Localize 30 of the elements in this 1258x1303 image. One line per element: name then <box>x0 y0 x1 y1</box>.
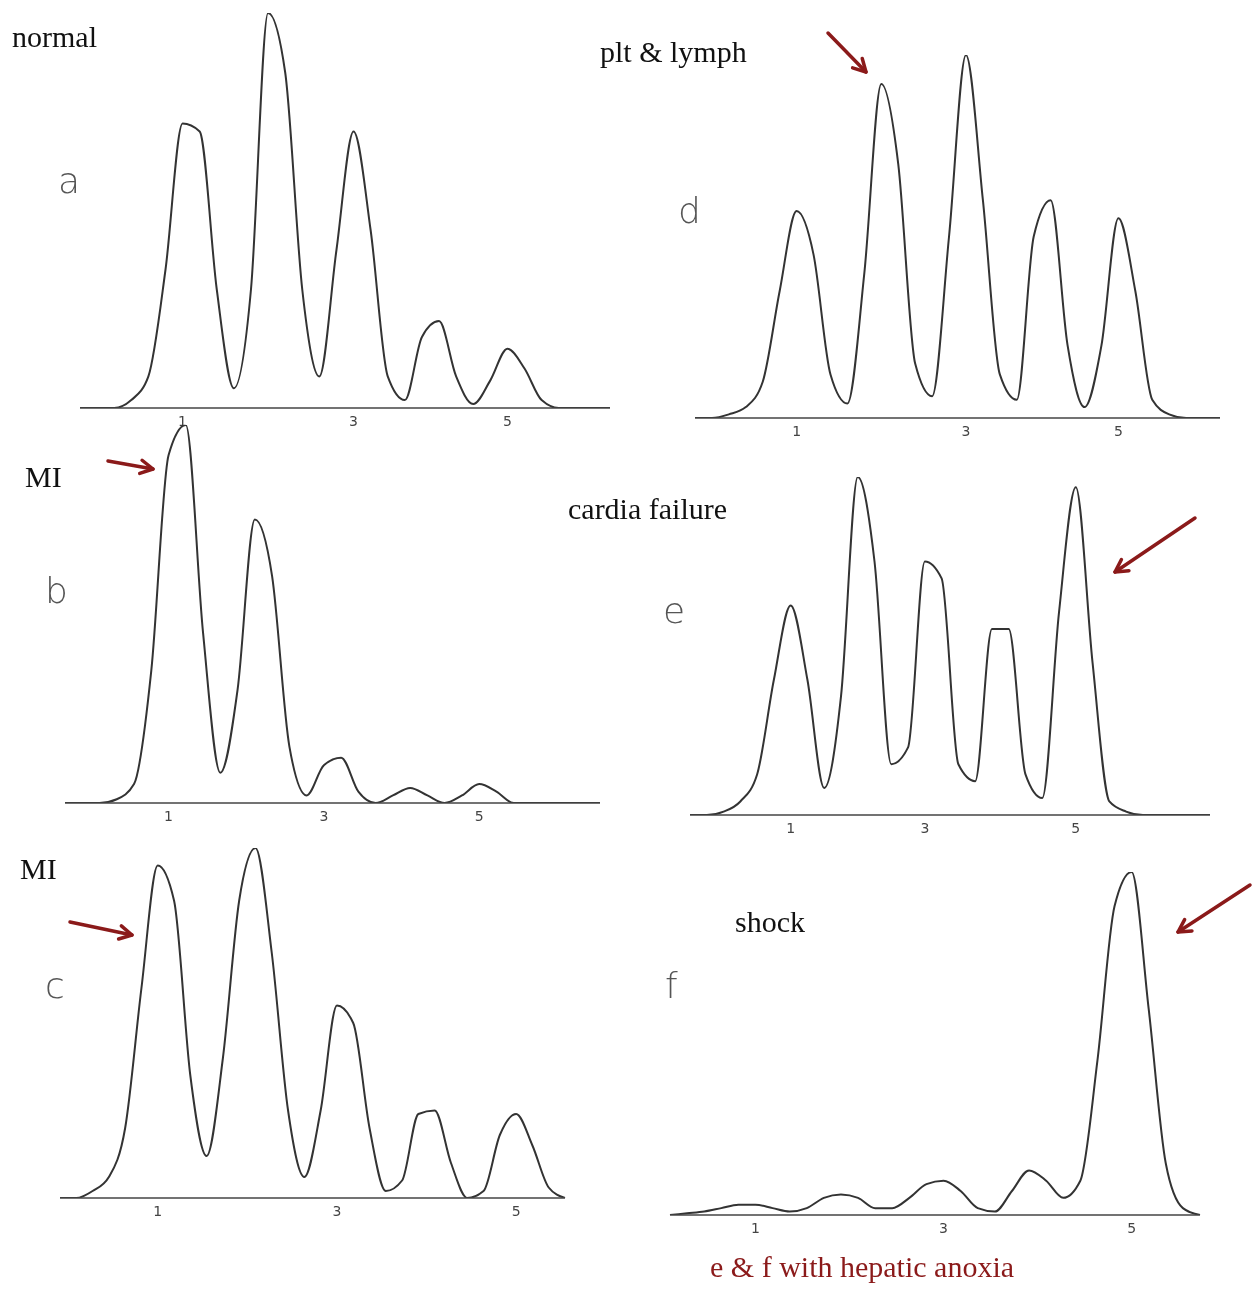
x-tick-label: 1 <box>751 1219 760 1236</box>
annotation: a <box>58 160 81 201</box>
chart-title: plt & lymph <box>600 35 747 69</box>
text: e & f with hepatic anoxia <box>710 1250 1015 1284</box>
x-tick-label: 5 <box>474 807 484 824</box>
x-tick-label: 3 <box>939 1219 949 1236</box>
text: cardia failure <box>568 492 728 526</box>
x-tick-label: 1 <box>786 819 796 836</box>
x-tick-label: 5 <box>511 1202 521 1219</box>
x-tick-label: 5 <box>1113 422 1123 439</box>
x-tick-label: 1 <box>792 422 802 439</box>
x-tick-label: 3 <box>961 422 971 439</box>
x-tick-label: 3 <box>332 1202 342 1219</box>
text: MI <box>25 460 62 494</box>
annotation: d <box>678 190 701 231</box>
text: shock <box>735 905 805 939</box>
text: e <box>663 590 686 631</box>
chart-title: normal <box>12 20 97 54</box>
x-tick-label: 3 <box>920 819 930 836</box>
x-tick-label: 5 <box>1071 819 1081 836</box>
annotation: b <box>45 570 68 611</box>
annotation: c <box>45 965 65 1006</box>
chart-title: MI <box>20 852 57 886</box>
x-tick-label: 3 <box>319 807 329 824</box>
x-tick-label: 1 <box>153 1202 163 1219</box>
x-tick-label: 3 <box>349 412 359 429</box>
x-tick-label: 5 <box>502 412 512 429</box>
annotation: f <box>665 965 678 1006</box>
x-tick-label: 5 <box>1127 1219 1137 1236</box>
x-tick-label: 1 <box>164 807 174 824</box>
